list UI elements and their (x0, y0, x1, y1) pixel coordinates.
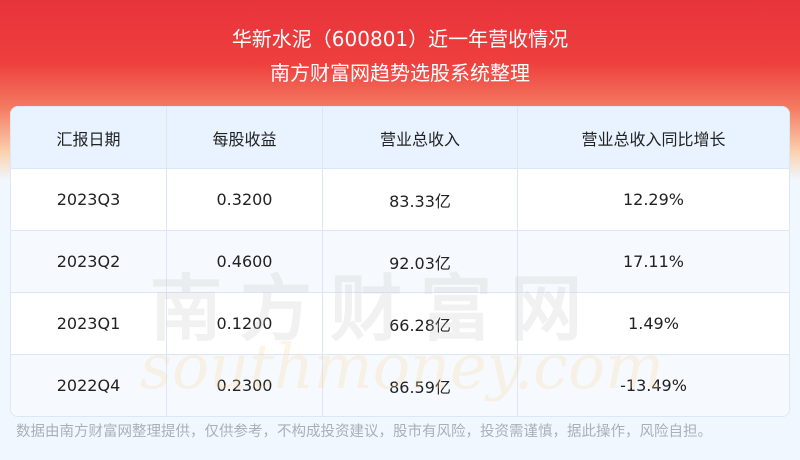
table-cell: 0.1200 (166, 293, 322, 354)
revenue-table: 汇报日期 每股收益 营业总收入 营业总收入同比增长 2023Q3 0.3200 … (10, 106, 790, 417)
table-cell: 2023Q1 (56, 314, 121, 333)
column-header: 汇报日期 (56, 129, 121, 149)
table-row: 2022Q4 0.2300 86.59亿 -13.49% (11, 354, 789, 416)
table-cell: 0.2300 (166, 355, 322, 416)
table-cell: 2023Q3 (56, 190, 121, 209)
table-row: 2023Q2 0.4600 92.03亿 17.11% (11, 230, 789, 292)
table-cell: 1.49% (517, 293, 789, 354)
table-cell: 83.33亿 (322, 169, 517, 230)
table-cell: 92.03亿 (322, 231, 517, 292)
column-header: 每股收益 (166, 107, 322, 168)
table-cell: 2023Q2 (56, 252, 121, 271)
page-subtitle: 南方财富网趋势选股系统整理 (270, 61, 530, 85)
table-row: 2023Q1 0.1200 66.28亿 1.49% (11, 292, 789, 354)
table-header: 汇报日期 每股收益 营业总收入 营业总收入同比增长 (11, 107, 789, 168)
column-header: 营业总收入同比增长 (517, 107, 789, 168)
table-cell: 2022Q4 (56, 376, 121, 395)
table-row: 2023Q3 0.3200 83.33亿 12.29% (11, 168, 789, 230)
page-title: 华新水泥（600801）近一年营收情况 (231, 27, 569, 51)
table-cell: -13.49% (517, 355, 789, 416)
column-header: 营业总收入 (322, 107, 517, 168)
table-cell: 17.11% (517, 231, 789, 292)
table-cell: 0.3200 (166, 169, 322, 230)
disclaimer: 数据由南方财富网整理提供，仅供参考，不构成投资建议，股市有风险，投资需谨慎，据此… (16, 424, 712, 440)
table-cell: 66.28亿 (322, 293, 517, 354)
table-cell: 86.59亿 (322, 355, 517, 416)
table-cell: 12.29% (517, 169, 789, 230)
table-cell: 0.4600 (166, 231, 322, 292)
